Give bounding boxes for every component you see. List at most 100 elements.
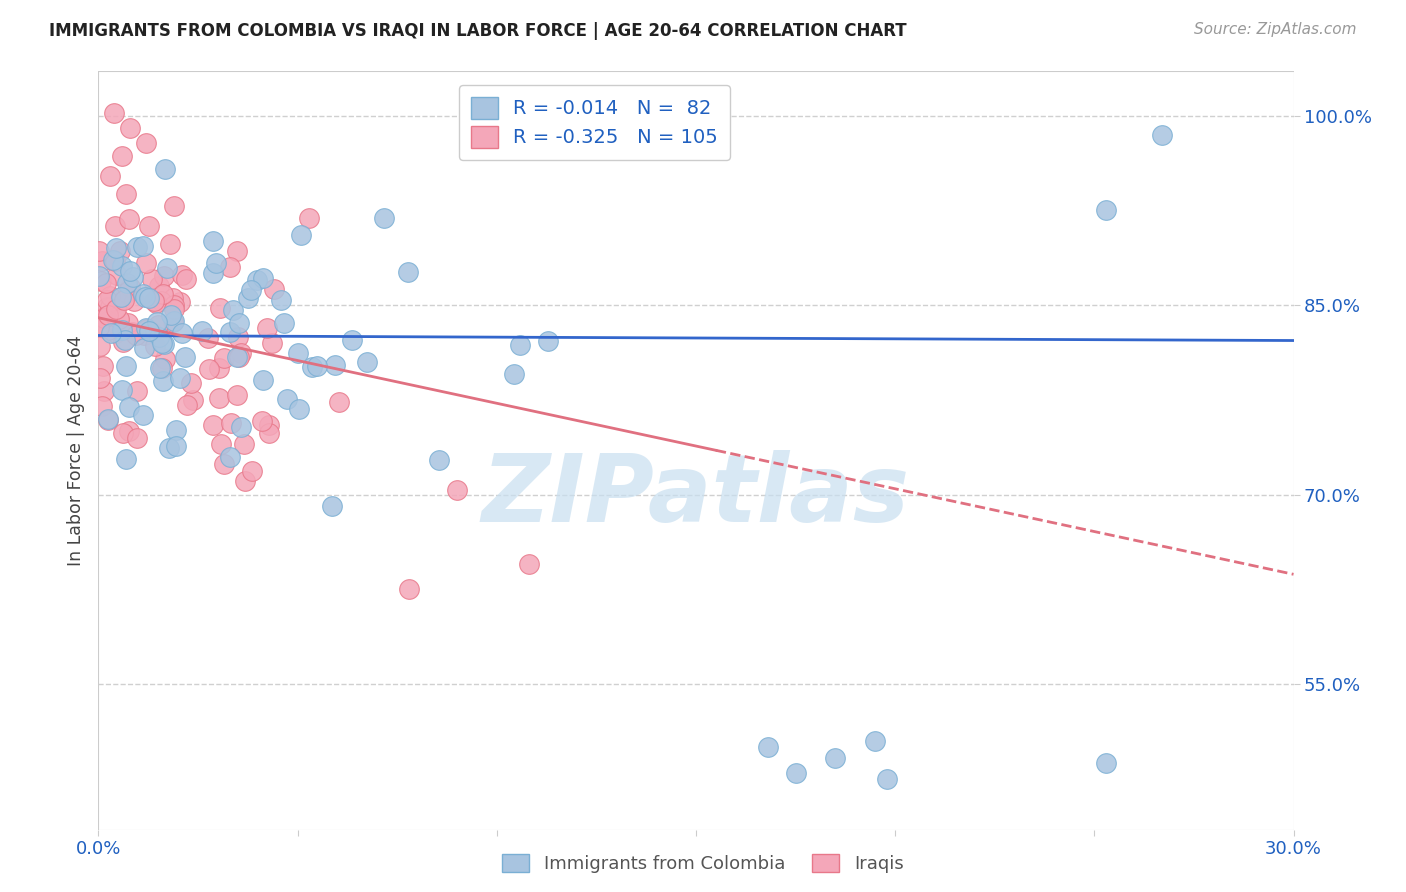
Point — [112, 293, 135, 307]
Point — [226, 388, 249, 402]
Point — [115, 276, 138, 290]
Point — [120, 121, 142, 136]
Point — [96, 293, 118, 308]
Point — [229, 419, 252, 434]
Point — [125, 384, 148, 398]
Point — [270, 293, 292, 307]
Point — [105, 302, 128, 317]
Point — [257, 425, 280, 440]
Point — [163, 314, 186, 328]
Point — [97, 314, 120, 328]
Point — [153, 337, 176, 351]
Point — [124, 293, 146, 308]
Point — [145, 295, 167, 310]
Point — [219, 417, 242, 431]
Point — [219, 450, 242, 464]
Point — [163, 301, 186, 316]
Point — [1095, 203, 1118, 218]
Point — [156, 260, 179, 275]
Point — [134, 290, 156, 304]
Point — [252, 271, 274, 285]
Point — [115, 452, 138, 467]
Point — [138, 324, 160, 338]
Point — [180, 376, 202, 391]
Point — [218, 325, 240, 339]
Point — [98, 300, 121, 314]
Point — [125, 431, 148, 445]
Point — [89, 244, 111, 258]
Point — [148, 330, 170, 344]
Point — [503, 368, 526, 382]
Point — [132, 409, 155, 423]
Point — [209, 301, 232, 316]
Point — [89, 371, 111, 385]
Point — [321, 500, 343, 514]
Point — [97, 323, 120, 337]
Point — [233, 474, 256, 488]
Point — [340, 333, 363, 347]
Point — [121, 269, 143, 284]
Point — [136, 321, 159, 335]
Point — [257, 417, 280, 432]
Legend: Immigrants from Colombia, Iraqis: Immigrants from Colombia, Iraqis — [496, 848, 910, 879]
Point — [219, 260, 242, 274]
Point — [153, 269, 176, 284]
Point — [228, 316, 250, 330]
Point — [517, 557, 540, 571]
Point — [288, 401, 311, 416]
Point — [96, 276, 118, 290]
Point — [152, 287, 174, 301]
Point — [120, 279, 142, 293]
Point — [273, 316, 295, 330]
Point — [118, 401, 141, 415]
Point — [93, 384, 115, 398]
Point — [323, 358, 346, 372]
Point — [108, 244, 131, 258]
Point — [212, 351, 235, 365]
Point — [160, 309, 183, 323]
Point — [135, 321, 157, 335]
Point — [148, 279, 170, 293]
Point — [120, 263, 142, 277]
Point — [152, 375, 174, 389]
Point — [256, 320, 278, 334]
Point — [172, 326, 194, 341]
Point — [208, 391, 231, 405]
Point — [117, 211, 139, 226]
Point — [111, 323, 134, 337]
Point — [222, 302, 245, 317]
Point — [132, 327, 155, 342]
Point — [110, 383, 132, 397]
Point — [153, 162, 176, 177]
Point — [209, 437, 232, 451]
Point — [98, 169, 122, 184]
Point — [239, 283, 262, 297]
Point — [202, 234, 225, 248]
Point — [97, 412, 120, 426]
Point — [118, 424, 141, 438]
Point — [173, 350, 195, 364]
Point — [138, 219, 160, 234]
Point — [228, 350, 250, 364]
Legend: R = -0.014   N =  82, R = -0.325   N = 105: R = -0.014 N = 82, R = -0.325 N = 105 — [458, 85, 730, 160]
Point — [240, 464, 263, 478]
Point — [756, 740, 779, 755]
Point — [263, 282, 285, 296]
Point — [205, 256, 228, 270]
Point — [301, 359, 323, 374]
Point — [111, 334, 134, 349]
Point — [101, 252, 124, 267]
Point — [157, 441, 180, 455]
Point — [149, 361, 172, 376]
Point — [100, 326, 122, 340]
Point — [202, 266, 225, 280]
Point — [93, 310, 115, 325]
Point — [824, 750, 846, 764]
Point — [138, 291, 160, 305]
Point — [93, 309, 115, 323]
Point — [252, 373, 274, 387]
Point — [865, 734, 887, 748]
Point — [159, 237, 181, 252]
Point — [87, 320, 110, 334]
Point — [121, 325, 143, 339]
